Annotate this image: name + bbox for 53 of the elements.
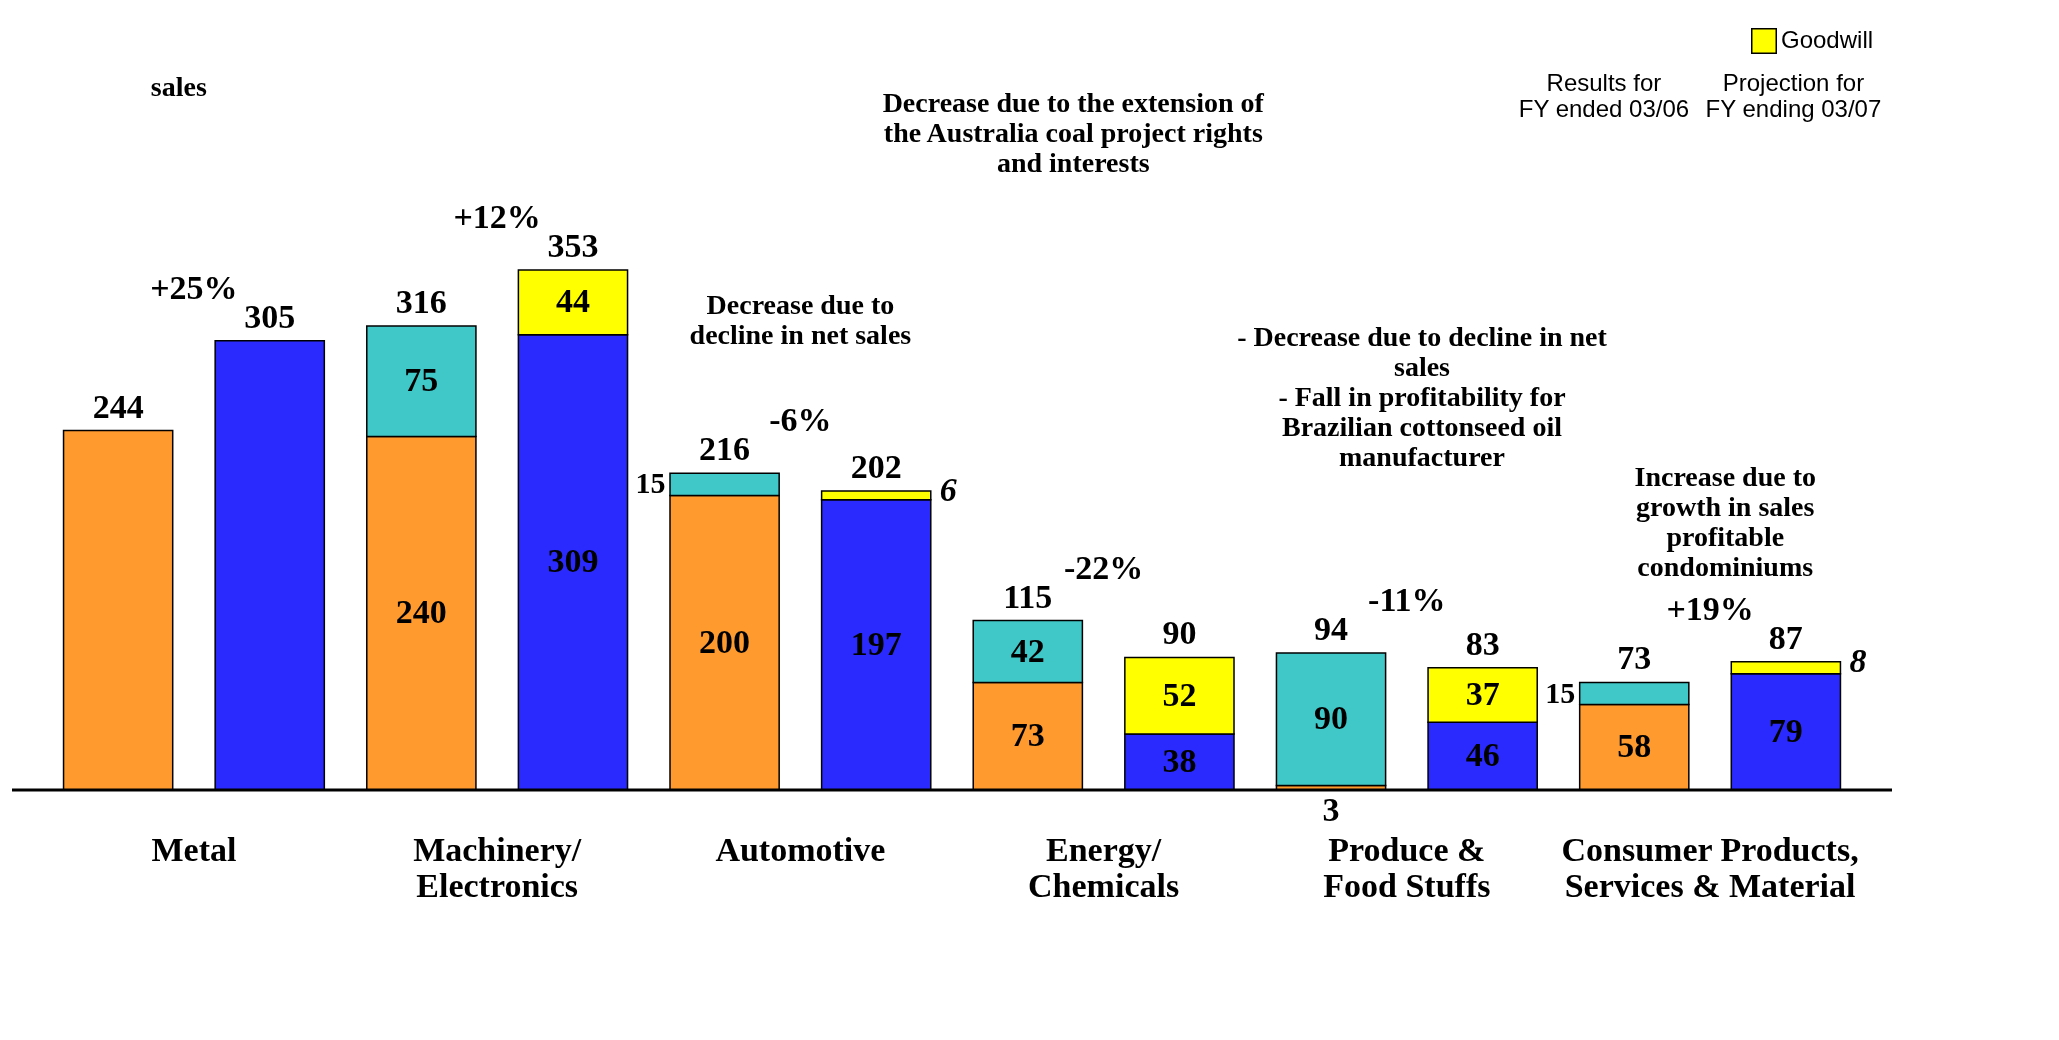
x-tick-label: Automotive xyxy=(715,831,886,868)
data-label: 44 xyxy=(555,282,590,320)
bar xyxy=(1275,652,1387,787)
data-label: 75 xyxy=(404,361,439,399)
data-label: 37 xyxy=(1465,674,1500,712)
total-label: 202 xyxy=(850,447,902,485)
annotation: -11% xyxy=(1368,581,1446,618)
text: Results for FY ended 03/06 xyxy=(1518,69,1690,123)
data-label: 15 xyxy=(1545,675,1576,709)
data-label: 200 xyxy=(699,622,751,660)
annotation: - Decrease due to decline in net sales - Fall in profitability for Brazilian cottonseed oil manufacturer xyxy=(1237,320,1608,472)
total-label: 87 xyxy=(1768,618,1803,656)
total-label: 353 xyxy=(547,227,599,264)
text: Decrease due to the extension of the Australia coal project rights and interests xyxy=(882,86,1265,178)
x-tick-label: Produce & Food Stuffs xyxy=(1323,831,1491,904)
data-label: 8 xyxy=(1849,641,1867,679)
x-tick-label: Machinery/ Electronics xyxy=(413,831,582,904)
total-label: 90 xyxy=(1162,614,1197,652)
data-label: 309 xyxy=(547,542,599,580)
x-tick-label: Consumer Products, Services & Material xyxy=(1561,831,1859,904)
total-label: 305 xyxy=(244,297,296,335)
total-label: 316 xyxy=(395,282,447,320)
annotation: +25% xyxy=(150,268,238,306)
data-label: 42 xyxy=(1010,631,1045,669)
data-label: 38 xyxy=(1162,742,1197,780)
total-label: 216 xyxy=(699,430,751,468)
data-label: 79 xyxy=(1768,711,1803,749)
data-label: 58 xyxy=(1617,727,1652,765)
x-tick-label: Metal xyxy=(151,831,237,868)
total-label: 94 xyxy=(1314,610,1349,647)
data-label: 240 xyxy=(395,593,447,631)
data-label: 15 xyxy=(635,466,666,500)
annotation: -22% xyxy=(1063,548,1144,586)
total-label: 244 xyxy=(92,387,144,425)
data-label: 90 xyxy=(1314,699,1349,737)
data-label: 6 xyxy=(939,470,957,508)
text: sales xyxy=(150,71,207,102)
total-label: 115 xyxy=(1003,577,1053,615)
total-label: 73 xyxy=(1617,639,1652,677)
annotation: Increase due to growth in sales profitable condominiums xyxy=(1634,461,1816,582)
total-label: 83 xyxy=(1465,624,1500,662)
data-label: 3 xyxy=(1322,791,1340,828)
annotation: +19% xyxy=(1666,589,1754,627)
legend-label: Goodwill xyxy=(1781,26,1874,53)
text: +12% xyxy=(453,198,541,235)
data-label: 197 xyxy=(850,624,902,662)
x-tick-label: Energy/ Chemicals xyxy=(1028,831,1180,904)
data-label: 46 xyxy=(1465,736,1500,774)
data-label: 73 xyxy=(1010,716,1045,754)
annotation: -6% xyxy=(769,401,832,439)
annotation: Decrease due to decline in net sales xyxy=(689,289,912,351)
text: Projection for FY ending 03/07 xyxy=(1705,69,1882,123)
data-label: 52 xyxy=(1162,675,1197,713)
